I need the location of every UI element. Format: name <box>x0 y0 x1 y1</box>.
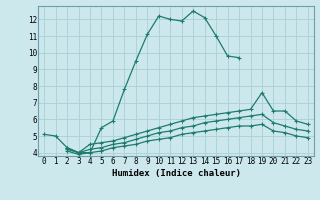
X-axis label: Humidex (Indice chaleur): Humidex (Indice chaleur) <box>111 169 241 178</box>
